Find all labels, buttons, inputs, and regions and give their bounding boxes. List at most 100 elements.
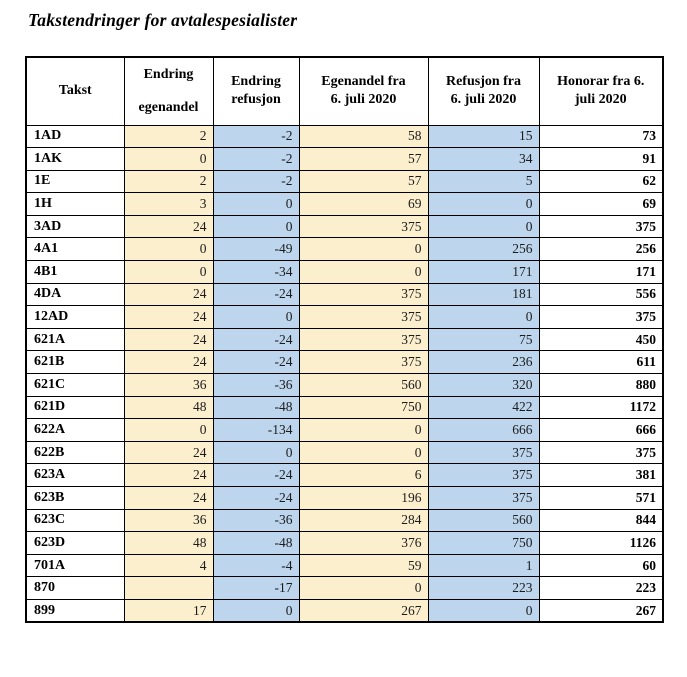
- endring-refusjon-cell: -24: [212, 282, 300, 307]
- takst-cell: 899: [25, 598, 125, 623]
- header-row: Takst Endring egenandel Endring refusjon…: [25, 56, 664, 126]
- table-row: 4A1 0 -49 0 256 256: [25, 237, 664, 262]
- honorar-cell: 556: [538, 282, 664, 307]
- column-header-takst: Takst: [25, 56, 125, 126]
- endring-egenandel-cell: 0: [123, 237, 214, 262]
- table-row: 622B 24 0 0 375 375: [25, 440, 664, 465]
- refusjon-fra-cell: 223: [427, 576, 540, 600]
- header-line: 6. juli 2020: [330, 92, 397, 108]
- table-row: 621D 48 -48 750 422 1172: [25, 395, 664, 420]
- header-line: Endring: [231, 74, 281, 90]
- takst-cell: 621D: [25, 395, 125, 420]
- endring-egenandel-cell: 24: [123, 282, 214, 307]
- column-header-refusjon-fra: Refusjon fra 6. juli 2020: [427, 56, 540, 126]
- endring-egenandel-cell: 2: [123, 169, 214, 194]
- honorar-cell: 69: [538, 192, 664, 216]
- refusjon-fra-cell: 1: [427, 553, 540, 578]
- egenandel-fra-cell: 750: [298, 395, 429, 420]
- refusjon-fra-cell: 0: [427, 214, 540, 239]
- endring-refusjon-cell: -2: [212, 147, 300, 171]
- honorar-cell: 1126: [538, 531, 664, 555]
- egenandel-fra-cell: 375: [298, 305, 429, 329]
- endring-egenandel-cell: 48: [123, 531, 214, 555]
- takst-cell: 4B1: [25, 260, 125, 284]
- endring-refusjon-cell: -134: [212, 418, 300, 442]
- endring-egenandel-cell: 48: [123, 395, 214, 420]
- table-row: 622A 0 -134 0 666 666: [25, 418, 664, 442]
- refusjon-fra-cell: 15: [427, 124, 540, 149]
- egenandel-fra-cell: 6: [298, 463, 429, 487]
- table-row: 621A 24 -24 375 75 450: [25, 327, 664, 352]
- egenandel-fra-cell: 57: [298, 147, 429, 171]
- egenandel-fra-cell: 57: [298, 169, 429, 194]
- takst-cell: 623D: [25, 531, 125, 555]
- column-header-egenandel-fra: Egenandel fra 6. juli 2020: [298, 56, 429, 126]
- egenandel-fra-cell: 375: [298, 214, 429, 239]
- honorar-cell: 375: [538, 214, 664, 239]
- endring-egenandel-cell: [123, 576, 214, 600]
- egenandel-fra-cell: 59: [298, 553, 429, 578]
- refusjon-fra-cell: 375: [427, 486, 540, 510]
- endring-egenandel-cell: 0: [123, 260, 214, 284]
- refusjon-fra-cell: 375: [427, 440, 540, 465]
- honorar-cell: 267: [538, 598, 664, 623]
- takst-cell: 1E: [25, 169, 125, 194]
- refusjon-fra-cell: 560: [427, 508, 540, 533]
- egenandel-fra-cell: 376: [298, 531, 429, 555]
- honorar-cell: 381: [538, 463, 664, 487]
- refusjon-fra-cell: 5: [427, 169, 540, 194]
- table-row: 623B 24 -24 196 375 571: [25, 486, 664, 510]
- takst-cell: 623B: [25, 486, 125, 510]
- honorar-cell: 880: [538, 373, 664, 397]
- table-row: 4B1 0 -34 0 171 171: [25, 260, 664, 284]
- honorar-cell: 450: [538, 327, 664, 352]
- takst-cell: 622B: [25, 440, 125, 465]
- honorar-cell: 611: [538, 350, 664, 375]
- refusjon-fra-cell: 666: [427, 418, 540, 442]
- refusjon-fra-cell: 75: [427, 327, 540, 352]
- endring-refusjon-cell: 0: [212, 192, 300, 216]
- endring-refusjon-cell: -24: [212, 463, 300, 487]
- table-row: 621B 24 -24 375 236 611: [25, 350, 664, 375]
- honorar-cell: 73: [538, 124, 664, 149]
- endring-refusjon-cell: -36: [212, 508, 300, 533]
- egenandel-fra-cell: 284: [298, 508, 429, 533]
- endring-refusjon-cell: -48: [212, 395, 300, 420]
- honorar-cell: 375: [538, 305, 664, 329]
- honorar-cell: 62: [538, 169, 664, 194]
- egenandel-fra-cell: 0: [298, 260, 429, 284]
- endring-egenandel-cell: 24: [123, 327, 214, 352]
- refusjon-fra-cell: 375: [427, 463, 540, 487]
- takst-cell: 623C: [25, 508, 125, 533]
- egenandel-fra-cell: 267: [298, 598, 429, 623]
- table-row: 1AD 2 -2 58 15 73: [25, 124, 664, 149]
- honorar-cell: 171: [538, 260, 664, 284]
- endring-egenandel-cell: 0: [123, 418, 214, 442]
- takst-cell: 3AD: [25, 214, 125, 239]
- refusjon-fra-cell: 0: [427, 598, 540, 623]
- header-line: 6. juli 2020: [450, 92, 517, 108]
- table-row: 623A 24 -24 6 375 381: [25, 463, 664, 487]
- honorar-cell: 60: [538, 553, 664, 578]
- refusjon-fra-cell: 422: [427, 395, 540, 420]
- table-row: 623C 36 -36 284 560 844: [25, 508, 664, 533]
- endring-egenandel-cell: 36: [123, 508, 214, 533]
- endring-egenandel-cell: 24: [123, 305, 214, 329]
- table-row: 623D 48 -48 376 750 1126: [25, 531, 664, 555]
- endring-refusjon-cell: 0: [212, 214, 300, 239]
- header-line: Takst: [58, 83, 92, 99]
- honorar-cell: 223: [538, 576, 664, 600]
- takst-cell: 1AD: [25, 124, 125, 149]
- honorar-cell: 666: [538, 418, 664, 442]
- column-header-endring-refusjon: Endring refusjon: [212, 56, 300, 126]
- endring-egenandel-cell: 24: [123, 350, 214, 375]
- takst-cell: 870: [25, 576, 125, 600]
- endring-egenandel-cell: 36: [123, 373, 214, 397]
- table-row: 4DA 24 -24 375 181 556: [25, 282, 664, 307]
- refusjon-fra-cell: 171: [427, 260, 540, 284]
- takst-cell: 1AK: [25, 147, 125, 171]
- egenandel-fra-cell: 375: [298, 282, 429, 307]
- header-line: Refusjon fra: [445, 74, 522, 90]
- refusjon-fra-cell: 34: [427, 147, 540, 171]
- header-line: refusjon: [231, 92, 281, 108]
